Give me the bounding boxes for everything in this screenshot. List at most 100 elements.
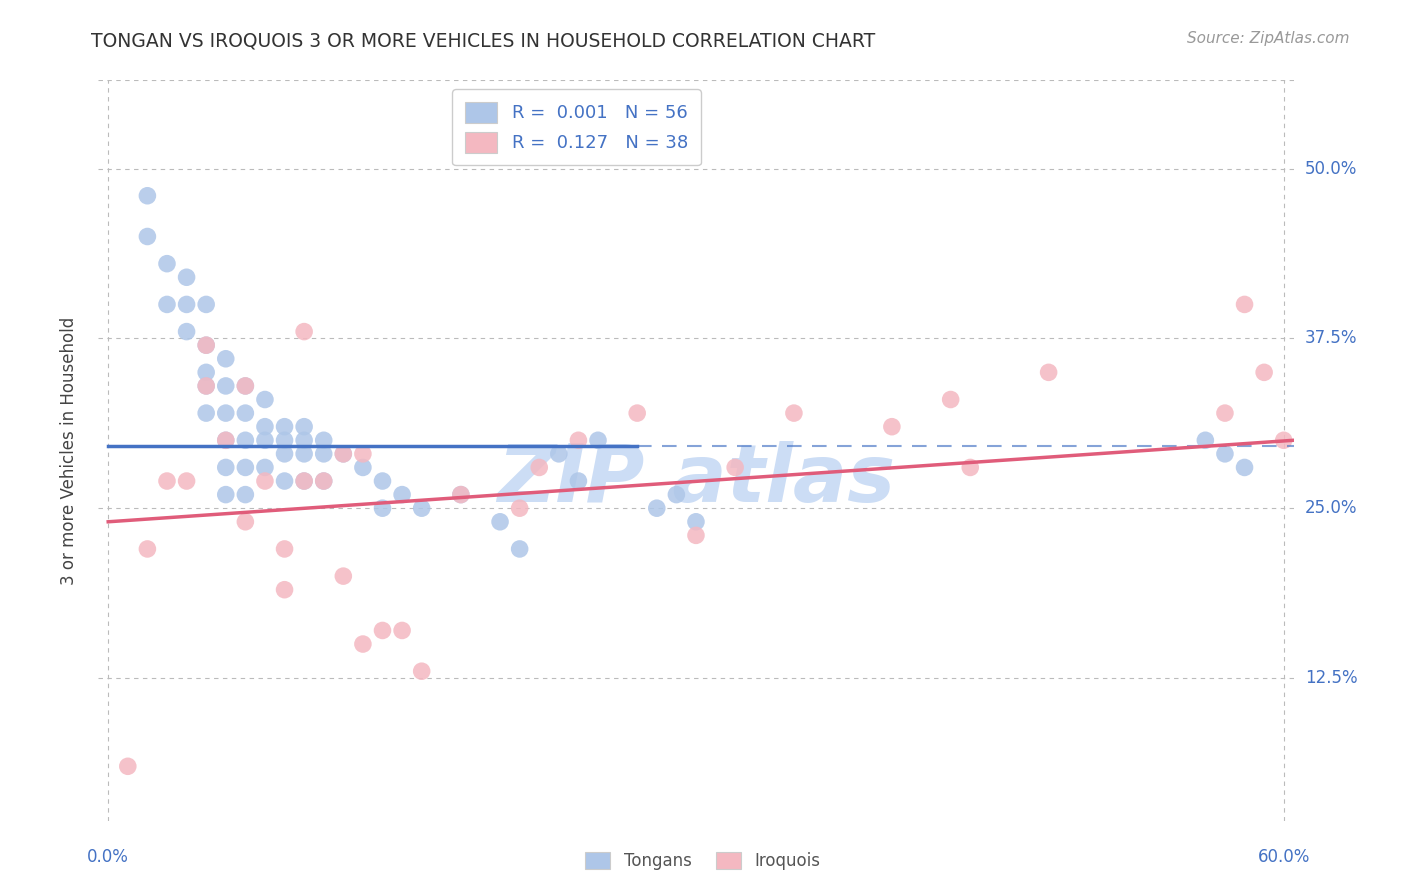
Point: [783, 406, 806, 420]
Point: [567, 474, 589, 488]
Point: [292, 474, 315, 488]
Point: [450, 487, 472, 501]
Point: [1233, 460, 1256, 475]
Point: [235, 406, 257, 420]
Point: [215, 434, 238, 448]
Point: [312, 434, 335, 448]
Point: [567, 434, 589, 448]
Text: 12.5%: 12.5%: [1305, 669, 1357, 687]
Point: [117, 759, 139, 773]
Point: [195, 379, 218, 393]
Point: [645, 501, 668, 516]
Point: [156, 257, 179, 271]
Point: [136, 229, 159, 244]
Text: TONGAN VS IROQUOIS 3 OR MORE VEHICLES IN HOUSEHOLD CORRELATION CHART: TONGAN VS IROQUOIS 3 OR MORE VEHICLES IN…: [91, 31, 876, 50]
Text: 25.0%: 25.0%: [1305, 500, 1357, 517]
Point: [215, 379, 238, 393]
Point: [332, 569, 354, 583]
Point: [371, 474, 394, 488]
Point: [195, 297, 218, 311]
Point: [332, 447, 354, 461]
Point: [411, 501, 433, 516]
Point: [391, 487, 413, 501]
Point: [235, 434, 257, 448]
Point: [880, 419, 903, 434]
Text: 37.5%: 37.5%: [1305, 329, 1357, 347]
Y-axis label: 3 or more Vehicles in Household: 3 or more Vehicles in Household: [59, 317, 77, 584]
Text: 0.0%: 0.0%: [87, 848, 129, 866]
Point: [273, 474, 295, 488]
Point: [253, 392, 276, 407]
Point: [253, 474, 276, 488]
Point: [235, 460, 257, 475]
Legend: R =  0.001   N = 56, R =  0.127   N = 38: R = 0.001 N = 56, R = 0.127 N = 38: [453, 89, 700, 165]
Point: [547, 447, 569, 461]
Point: [292, 447, 315, 461]
Point: [195, 365, 218, 379]
Point: [509, 501, 531, 516]
Point: [292, 434, 315, 448]
Point: [156, 474, 179, 488]
Point: [1194, 434, 1216, 448]
Point: [371, 501, 394, 516]
Point: [292, 419, 315, 434]
Point: [176, 474, 198, 488]
Point: [509, 541, 531, 556]
Point: [332, 447, 354, 461]
Point: [215, 487, 238, 501]
Point: [176, 325, 198, 339]
Point: [1038, 365, 1060, 379]
Point: [253, 460, 276, 475]
Point: [253, 434, 276, 448]
Point: [273, 541, 295, 556]
Text: 50.0%: 50.0%: [1305, 160, 1357, 178]
Point: [292, 474, 315, 488]
Point: [312, 474, 335, 488]
Point: [215, 351, 238, 366]
Point: [312, 447, 335, 461]
Point: [1213, 406, 1236, 420]
Point: [273, 419, 295, 434]
Legend: Tongans, Iroquois: Tongans, Iroquois: [578, 845, 828, 877]
Point: [136, 541, 159, 556]
Point: [685, 528, 707, 542]
Point: [959, 460, 981, 475]
Text: 60.0%: 60.0%: [1257, 848, 1310, 866]
Text: Source: ZipAtlas.com: Source: ZipAtlas.com: [1187, 31, 1350, 46]
Point: [312, 474, 335, 488]
Point: [136, 188, 159, 202]
Point: [215, 460, 238, 475]
Point: [215, 434, 238, 448]
Point: [1272, 434, 1295, 448]
Point: [450, 487, 472, 501]
Point: [235, 379, 257, 393]
Point: [156, 297, 179, 311]
Point: [195, 338, 218, 352]
Point: [235, 379, 257, 393]
Point: [235, 487, 257, 501]
Point: [411, 664, 433, 678]
Point: [176, 270, 198, 285]
Text: ZIP atlas: ZIP atlas: [496, 441, 896, 519]
Point: [253, 419, 276, 434]
Point: [352, 447, 374, 461]
Point: [352, 637, 374, 651]
Point: [665, 487, 688, 501]
Point: [1233, 297, 1256, 311]
Point: [215, 406, 238, 420]
Point: [529, 460, 551, 475]
Point: [586, 434, 609, 448]
Point: [371, 624, 394, 638]
Point: [195, 379, 218, 393]
Point: [939, 392, 962, 407]
Point: [292, 325, 315, 339]
Point: [235, 515, 257, 529]
Point: [273, 582, 295, 597]
Point: [489, 515, 512, 529]
Point: [1253, 365, 1275, 379]
Point: [724, 460, 747, 475]
Point: [685, 515, 707, 529]
Point: [195, 338, 218, 352]
Point: [1213, 447, 1236, 461]
Point: [391, 624, 413, 638]
